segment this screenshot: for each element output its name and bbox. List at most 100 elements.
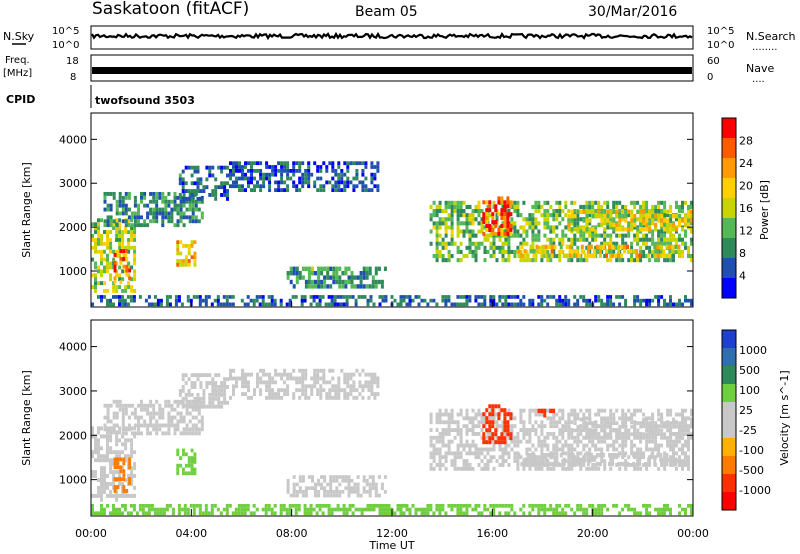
heatmap-cell — [190, 189, 194, 193]
heatmap-cell — [598, 244, 602, 250]
heatmap-cell — [468, 463, 472, 467]
heatmap-cell — [106, 257, 109, 262]
heatmap-cell — [630, 439, 634, 444]
heatmap-cell — [420, 507, 424, 512]
heatmap-cell — [158, 407, 162, 412]
heatmap-cell — [432, 254, 436, 259]
heatmap-cell — [317, 493, 321, 498]
heatmap-cell — [438, 420, 442, 425]
heatmap-cell — [118, 253, 122, 258]
heatmap-cell — [687, 504, 690, 508]
heatmap-cell — [106, 482, 109, 486]
heatmap-cell — [537, 221, 541, 226]
heatmap-cell — [380, 482, 384, 487]
heatmap-cell — [173, 199, 177, 204]
heatmap-cell — [337, 172, 341, 177]
heatmap-cell — [543, 507, 547, 512]
heatmap-cell — [301, 176, 305, 181]
heatmap-cell — [588, 200, 592, 205]
heatmap-cell — [654, 214, 658, 219]
heatmap-cell — [444, 459, 448, 463]
heatmap-cell — [133, 431, 137, 436]
heatmap-cell — [202, 373, 206, 378]
heatmap-cell — [368, 486, 372, 490]
heatmap-cell — [380, 279, 384, 285]
heatmap-cell — [124, 438, 128, 443]
heatmap-cell — [465, 466, 469, 471]
heatmap-cell — [568, 249, 572, 254]
heatmap-cell — [137, 203, 140, 208]
heatmap-cell — [549, 466, 553, 471]
heatmap-cell — [313, 376, 317, 381]
heatmap-cell — [141, 504, 145, 508]
heatmap-cell — [480, 225, 484, 230]
heatmap-cell — [294, 511, 298, 516]
nave-tick-top: 60 — [707, 56, 720, 67]
heatmap-cell — [482, 412, 486, 417]
heatmap-cell — [211, 396, 215, 401]
heatmap-cell — [456, 204, 460, 209]
heatmap-cell — [506, 432, 510, 437]
heatmap-cell — [298, 176, 302, 181]
heatmap-cell — [489, 416, 493, 421]
heatmap-cell — [678, 428, 681, 432]
heatmap-cell — [130, 478, 134, 482]
heatmap-cell — [471, 213, 475, 218]
heatmap-cell — [361, 180, 365, 185]
heatmap-cell — [250, 165, 253, 169]
heatmap-cell — [681, 218, 685, 223]
heatmap-cell — [447, 451, 451, 456]
heatmap-cell — [665, 453, 669, 458]
heatmap-cell — [185, 403, 189, 408]
heatmap-cell — [657, 447, 661, 452]
heatmap-cell — [534, 504, 538, 508]
heatmap-cell — [690, 432, 693, 436]
heatmap-cell — [103, 482, 106, 486]
heatmap-cell — [158, 423, 162, 428]
heatmap-cell — [465, 229, 469, 234]
heatmap-cell — [471, 424, 475, 429]
heatmap-cell — [259, 188, 263, 192]
heatmap-cell — [352, 380, 356, 385]
heatmap-cell — [146, 423, 150, 428]
heatmap-cell — [274, 172, 278, 177]
heatmap-cell — [541, 249, 545, 254]
heatmap-cell — [543, 424, 547, 429]
heatmap-cell — [485, 220, 489, 225]
heatmap-cell — [365, 271, 369, 276]
heatmap-cell — [267, 504, 271, 508]
heatmap-cell — [663, 258, 667, 263]
heatmap-cell — [198, 511, 202, 516]
heatmap-cell — [240, 507, 244, 512]
heatmap-cell — [486, 447, 490, 452]
heatmap-cell — [411, 298, 415, 303]
heatmap-cell — [522, 237, 526, 242]
heatmap-cell — [509, 228, 513, 232]
heatmap-cell — [435, 420, 439, 425]
heatmap-cell — [384, 511, 388, 516]
heatmap-cell — [373, 172, 377, 177]
heatmap-cell — [273, 298, 277, 303]
heatmap-cell — [450, 507, 454, 512]
heatmap-cell — [660, 295, 664, 299]
heatmap-cell — [364, 380, 368, 385]
heatmap-cell — [468, 295, 472, 299]
heatmap-cell — [270, 507, 274, 512]
heatmap-cell — [657, 218, 661, 223]
heatmap-cell — [552, 249, 556, 254]
heatmap-cell — [121, 277, 125, 282]
heatmap-cell — [666, 227, 670, 232]
heatmap-cell — [582, 436, 586, 440]
heatmap-cell — [510, 295, 514, 299]
heatmap-cell — [124, 493, 128, 498]
heatmap-cell — [184, 259, 188, 263]
heatmap-cell — [304, 284, 308, 289]
heatmap-cell — [223, 392, 227, 397]
heatmap-cell — [103, 257, 106, 262]
heatmap-cell — [381, 298, 385, 303]
heatmap-cell — [474, 241, 478, 246]
heatmap-cell — [576, 424, 580, 429]
heatmap-cell — [319, 184, 323, 189]
heatmap-cell — [355, 184, 359, 189]
heatmap-cell — [582, 511, 586, 516]
